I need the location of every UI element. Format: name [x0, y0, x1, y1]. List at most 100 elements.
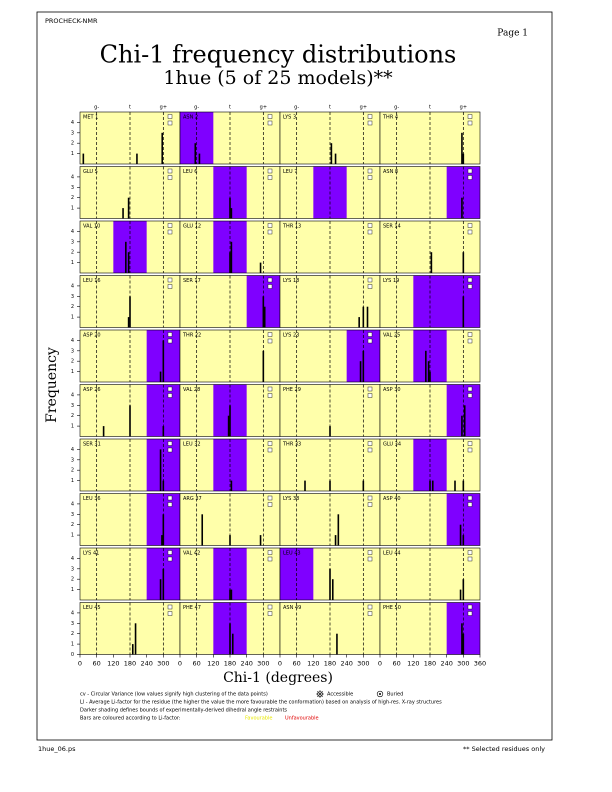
stat-box [467, 175, 473, 180]
y-tick-label: 4 [71, 447, 74, 453]
bar [122, 208, 124, 219]
legend-ll: Ll - Average Li-factor for the residue (… [80, 700, 442, 706]
bar [329, 480, 331, 491]
x-tick-label: 60 [393, 660, 401, 668]
residue-label: ASN 49 [283, 605, 301, 611]
bar [461, 623, 463, 655]
bar [304, 480, 306, 491]
stat-box [367, 611, 373, 616]
y-tick-label: 1 [71, 424, 74, 430]
conformation-label: g- [294, 105, 299, 111]
panel-frame [379, 384, 481, 437]
residue-label: ASN 8 [383, 169, 398, 175]
x-tick-label: 240 [440, 660, 452, 668]
stat-box [367, 223, 373, 228]
conformation-label: g+ [360, 105, 367, 111]
x-tick-label: 120 [207, 660, 219, 668]
bar [459, 589, 462, 600]
stat-box [167, 393, 173, 398]
bar [162, 340, 165, 382]
stat-box [367, 441, 373, 446]
residue-label: LYS 38 [283, 496, 299, 502]
residue-label: VAL 25 [383, 333, 400, 339]
residue-label: LYS 3 [283, 115, 296, 121]
bar [162, 426, 165, 437]
bar [227, 415, 230, 437]
y-tick-label: 1 [71, 206, 74, 212]
stat-box [267, 447, 273, 453]
conformation-label: g- [94, 105, 99, 111]
bar [229, 535, 231, 546]
stat-box [267, 332, 273, 337]
bar [431, 480, 434, 491]
stat-box [267, 168, 273, 174]
bar [429, 480, 431, 491]
stat-box [267, 604, 273, 610]
stat-box [267, 386, 273, 392]
stat-box [367, 229, 373, 235]
bar [136, 153, 138, 164]
bar [127, 317, 130, 328]
stat-box [167, 556, 173, 562]
y-tick-label: 4 [71, 120, 74, 126]
y-axis-label: Frequency [44, 347, 60, 423]
residue-label: LEU 43 [283, 551, 301, 557]
y-tick-label: 4 [71, 501, 74, 507]
stat-box [367, 175, 373, 180]
bar [229, 623, 231, 655]
bar [229, 589, 231, 600]
bar [129, 405, 131, 437]
bar [425, 350, 427, 382]
bar [159, 449, 162, 491]
residue-label: LYS 41 [83, 551, 99, 557]
x-tick-label: 0 [178, 660, 182, 668]
residue-label: LEU 36 [83, 496, 101, 502]
bar [462, 535, 465, 546]
residue-label: ASP 40 [383, 496, 401, 502]
stat-box [467, 223, 473, 228]
y-tick-label: 2 [71, 522, 74, 528]
y-tick-label: 4 [71, 229, 74, 235]
bar [162, 568, 165, 600]
bar [230, 241, 233, 273]
stat-box [267, 114, 273, 119]
stat-box [367, 338, 373, 344]
residue-label: LEU 6 [183, 169, 197, 175]
stat-box [267, 556, 273, 562]
panel-frame [379, 275, 481, 328]
stat-box [467, 168, 473, 174]
residue-label: THR 33 [282, 442, 301, 448]
stat-box [467, 393, 473, 398]
stat-box [367, 556, 373, 562]
stat-box [167, 447, 173, 453]
stat-box [367, 114, 373, 119]
accessible-symbol [316, 690, 324, 698]
x-tick-label: 300 [157, 660, 169, 668]
bar [463, 405, 466, 437]
stat-box [267, 284, 273, 289]
x-tick-label: 300 [257, 660, 269, 668]
y-tick-label: 3 [71, 348, 74, 354]
stat-box [367, 495, 373, 501]
x-tick-label: 180 [324, 660, 336, 668]
restraint-shading [413, 275, 480, 328]
y-tick-label: 3 [71, 512, 74, 518]
bar [362, 306, 365, 328]
page-border [36, 11, 553, 741]
residue-label: GLU 34 [383, 442, 401, 448]
bar [329, 568, 331, 600]
bar [127, 252, 130, 273]
residue-label: VAL 28 [183, 387, 200, 393]
stat-box [367, 168, 373, 174]
stat-box [367, 284, 373, 289]
panel-frame [379, 493, 481, 546]
chart-subtitle: 1hue (5 of 25 models)** [163, 67, 393, 89]
bar [262, 350, 265, 382]
x-tick-label: 300 [357, 660, 369, 668]
stat-box [267, 441, 273, 446]
bar [330, 143, 333, 164]
conformation-label: g- [394, 105, 399, 111]
y-tick-label: 3 [71, 621, 74, 627]
